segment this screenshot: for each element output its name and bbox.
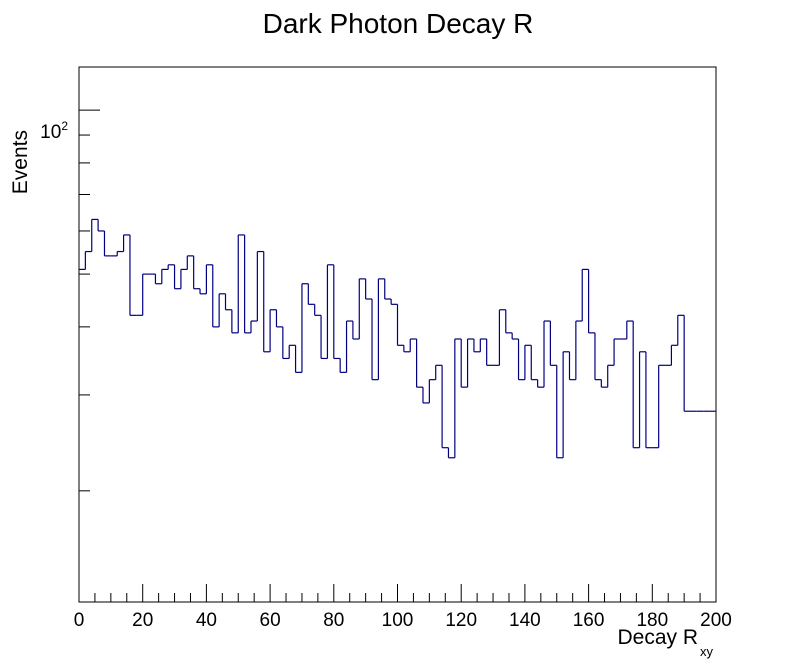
y-tick-label-100: 102 (40, 119, 68, 143)
x-tick-label: 160 (573, 610, 605, 631)
x-tick-label: 80 (323, 610, 344, 631)
x-axis-label: Decay R (617, 626, 698, 649)
x-tick-label: 60 (260, 610, 281, 631)
x-tick-label: 200 (700, 610, 732, 631)
x-tick-label: 120 (445, 610, 477, 631)
x-tick-label: 20 (132, 610, 153, 631)
y-axis (79, 109, 100, 492)
x-axis-label-subscript: xy (700, 644, 714, 659)
x-tick-label: 140 (509, 610, 541, 631)
x-axis-label-main: Decay R (617, 626, 698, 649)
y-axis-label: Events (9, 130, 32, 194)
chart-title: Dark Photon Decay R (263, 8, 534, 39)
x-tick-label: 40 (196, 610, 217, 631)
y-tick-label-base: 10 (40, 122, 61, 143)
x-tick-label: 0 (74, 610, 85, 631)
histogram-series (79, 218, 716, 459)
x-tick-label: 180 (636, 610, 668, 631)
y-tick-label-exponent: 2 (61, 119, 68, 133)
x-tick-label: 100 (382, 610, 414, 631)
x-axis: 0 20 40 60 80 100 120 140 160 180 200 (74, 584, 732, 631)
